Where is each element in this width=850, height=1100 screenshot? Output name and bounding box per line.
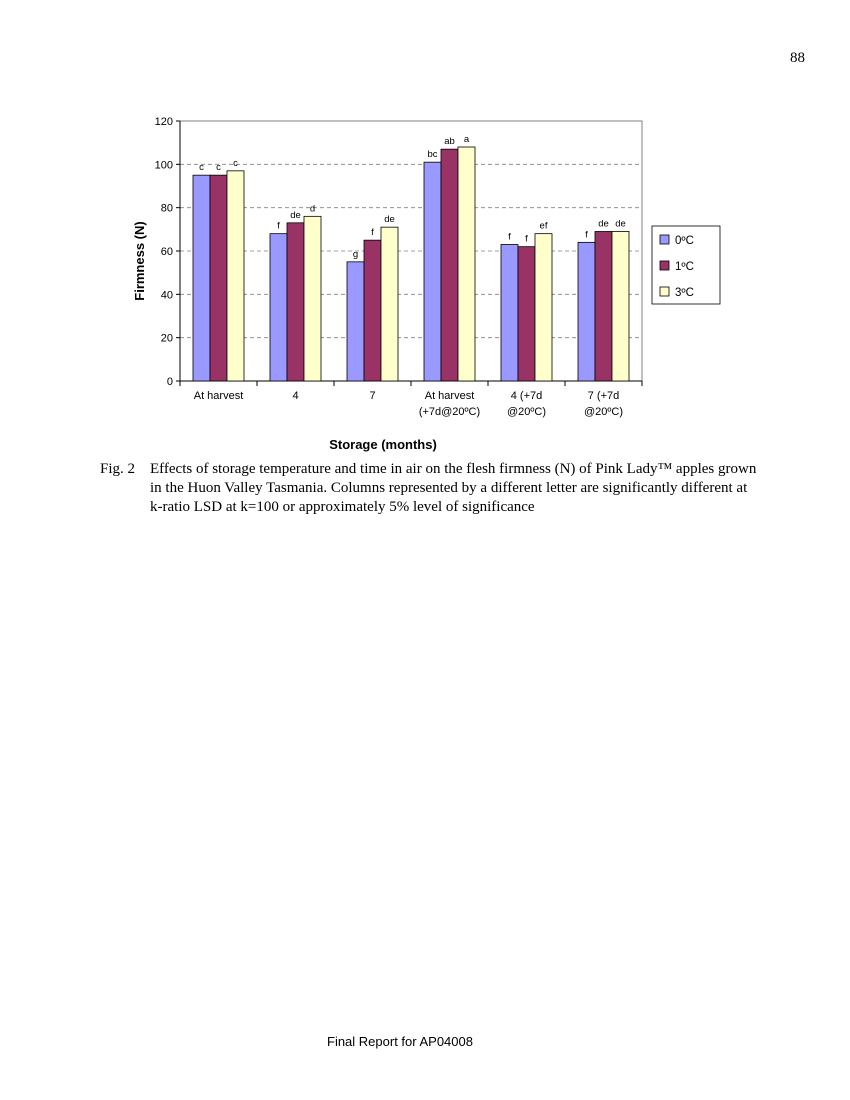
significance-letter: c	[199, 162, 204, 173]
bar	[611, 231, 630, 382]
figure-label: Fig. 2	[100, 461, 136, 477]
significance-letter: ab	[444, 136, 455, 147]
significance-letter: f	[525, 234, 528, 245]
legend-swatch	[659, 234, 670, 245]
x-tick-label: 7 (+7d	[588, 390, 620, 402]
bar	[286, 222, 305, 382]
significance-letter: f	[371, 227, 374, 238]
bar	[303, 215, 322, 382]
significance-letter: f	[277, 221, 280, 232]
y-tick-label: 120	[155, 116, 173, 128]
bar	[457, 146, 476, 382]
bar	[534, 233, 553, 382]
x-tick-label: At harvest	[194, 390, 244, 402]
y-tick-label: 60	[161, 246, 173, 258]
significance-letter: de	[615, 219, 626, 230]
x-tick-label: @20ºC)	[507, 406, 546, 418]
bar	[577, 241, 596, 382]
significance-letter: a	[464, 134, 470, 145]
significance-letter: de	[290, 210, 301, 221]
bar	[346, 261, 365, 382]
legend-label: 1ºC	[675, 261, 694, 273]
x-tick-label: @20ºC)	[584, 406, 623, 418]
x-tick-label: (+7d@20ºC)	[419, 406, 480, 418]
y-tick-label: 80	[161, 203, 173, 215]
legend-label: 3ºC	[675, 287, 694, 299]
y-tick-label: 20	[161, 333, 173, 345]
y-tick-label: 0	[167, 376, 173, 388]
x-tick-label: 4	[292, 390, 298, 402]
significance-letter: de	[598, 219, 609, 230]
significance-letter: f	[585, 229, 588, 240]
y-tick-label: 100	[155, 159, 173, 171]
significance-letter: de	[384, 214, 395, 225]
significance-letter: c	[233, 158, 238, 169]
significance-letter: f	[508, 232, 511, 243]
bar	[517, 246, 536, 382]
legend-label: 0ºC	[675, 235, 694, 247]
bar	[363, 239, 382, 382]
page-number: 88	[790, 50, 805, 66]
x-tick-label: 4 (+7d	[511, 390, 543, 402]
page-footer: Final Report for AP04008	[327, 1034, 473, 1049]
significance-letter: ef	[540, 221, 548, 232]
figure-caption-text: Effects of storage temperature and time …	[150, 461, 757, 515]
bar	[209, 174, 228, 382]
bar	[269, 233, 288, 382]
bar	[500, 244, 519, 382]
bar	[440, 148, 459, 382]
significance-letter: g	[353, 249, 358, 260]
x-tick-label: At harvest	[425, 390, 475, 402]
x-axis-title: Storage (months)	[329, 437, 437, 452]
y-axis-title: Firmness (N)	[132, 221, 147, 300]
bar	[380, 226, 399, 382]
bar	[192, 174, 211, 382]
figure-caption: Fig. 2 Effects of storage temperature an…	[100, 460, 760, 517]
bar	[594, 231, 613, 382]
y-tick-label: 40	[161, 289, 173, 301]
legend-swatch	[659, 286, 670, 297]
significance-letter: bc	[427, 149, 437, 160]
significance-letter: c	[216, 162, 221, 173]
significance-letter: d	[310, 203, 315, 214]
x-tick-label: 7	[369, 390, 375, 402]
bar	[423, 161, 442, 382]
legend-swatch	[659, 260, 670, 271]
bar	[226, 170, 245, 382]
